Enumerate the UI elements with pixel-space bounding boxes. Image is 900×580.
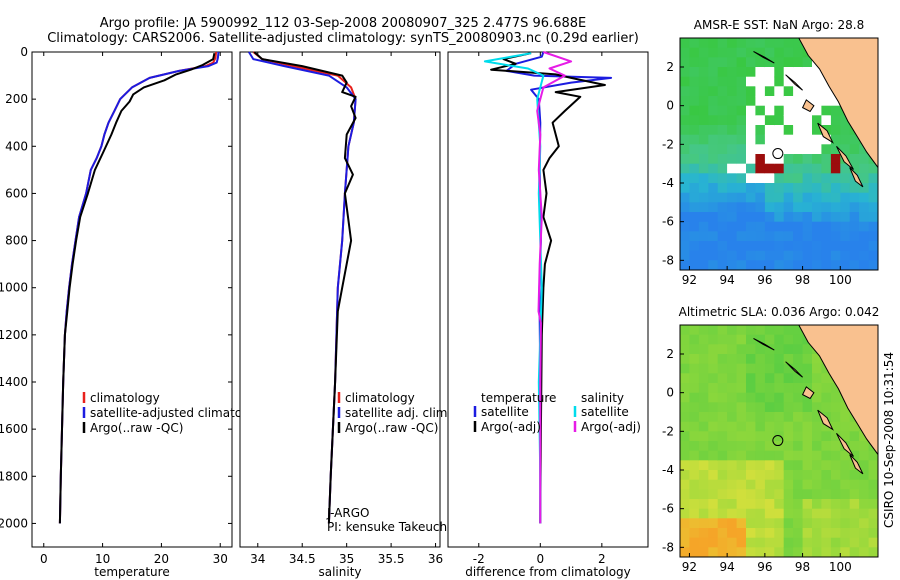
temp-xtick-label: 0 [40,552,48,566]
difference-legend-label: Argo(-adj) [481,420,541,434]
title-line-2: Climatology: CARS2006. Satellite-adjuste… [47,31,639,46]
temp-ytick-label: 2000 [0,516,28,530]
salinity-panel: 34 34.5 35 35.5 36 salinity climatologysatel… [239,51,451,579]
map2-ytick-label: 0 [666,386,674,400]
map1-island [836,145,854,170]
map1-island [817,122,834,144]
difference-legend-label: satellite [581,405,629,419]
map1-ytick-label: 2 [666,60,674,74]
sal-legend-label: Argo(..raw -QC) [345,421,438,435]
sla-map-title: Altimetric SLA: 0.036 Argo: 0.042 [679,305,880,319]
map2-ytick-label: 2 [666,347,674,361]
sal-series-argo-raw-qc- [253,51,357,524]
sal-xtick-label: 35 [339,552,354,566]
csiro-timestamp: CSIRO 10-Sep-2008 10:31:54 [882,352,896,528]
map2-island [836,432,854,457]
map1-ytick-label: -4 [662,176,674,190]
map2-island [817,409,834,431]
temp-legend-label: satellite-adjusted climatology [90,406,268,420]
map2-ytick-label: -6 [662,502,674,516]
temp-ytick-label: 800 [5,234,28,248]
temp-legend-label: Argo(..raw -QC) [90,421,183,435]
temp-xtick-label: 10 [95,552,110,566]
salinity-annotation-pi: PI: kensuke Takeuchi [327,520,450,534]
map2-xtick-label: 92 [682,560,697,574]
map1-land [798,38,878,169]
temp-series-argo-raw-qc- [58,53,216,524]
temp-ytick-label: 1800 [0,469,28,483]
temp-ytick-label: 1000 [0,281,28,295]
difference-panel: -2 0 2 difference from climatology tempera… [447,51,649,579]
difference-legend-label: Argo(-adj) [581,420,641,434]
temp-ytick-label: 200 [5,92,28,106]
map2-island [801,386,815,400]
map2-xtick-label: 94 [720,560,735,574]
map2-island [849,454,864,475]
sst-map-panel: AMSR-E SST: NaN Argo: 28.8 92 94 96 98 100 2 0… [662,18,879,287]
map2-xtick-label: 96 [757,560,772,574]
map1-xtick-label: 100 [829,273,852,287]
map1-ytick-label: 0 [666,99,674,113]
difference-xlabel: difference from climatology [465,565,631,579]
map2-xtick-label: 98 [795,560,810,574]
map1-ytick-label: -6 [662,215,674,229]
map2-island [785,361,803,378]
map2-island [753,338,775,351]
salinity-xlabel: salinity [318,565,361,579]
map1-argo-marker [772,148,784,160]
sst-map-frame [679,37,879,271]
sst-field [680,38,878,270]
map1-ytick-label: -2 [662,137,674,151]
map2-ytick-label: -4 [662,463,674,477]
diff-series-salinity-argo-adj- [536,51,573,524]
difference-legend-title-temperature: temperature [481,391,556,405]
temperature-plot-frame [31,51,233,548]
sal-legend-label: climatology [345,391,415,405]
difference-plot-frame [447,51,649,548]
diff-xtick-label: -2 [473,552,485,566]
temp-ytick-label: 600 [5,186,28,200]
title-line-1: Argo profile: JA 5900992_112 03-Sep-2008… [100,16,586,31]
map1-island [753,51,775,64]
sst-map-title: AMSR-E SST: NaN Argo: 28.8 [694,18,864,32]
diff-xtick-label: 0 [536,552,544,566]
sal-xtick-label: 36 [428,552,443,566]
map2-xtick-label: 100 [829,560,852,574]
map1-xtick-label: 94 [720,273,735,287]
sal-xtick-label: 34 [250,552,265,566]
temp-xtick-label: 20 [154,552,169,566]
temperature-xlabel: temperature [94,565,169,579]
temp-ytick-label: 1400 [0,375,28,389]
map1-xtick-label: 92 [682,273,697,287]
map1-island [785,74,803,91]
map1-island [801,99,815,113]
difference-legend-label: satellite [481,405,529,419]
map2-ytick-label: -2 [662,424,674,438]
map1-island [849,167,864,188]
sal-legend-label: satellite adj. clim. [345,406,451,420]
map1-xtick-label: 96 [757,273,772,287]
temp-ytick-label: 400 [5,139,28,153]
temp-ytick-label: 1200 [0,328,28,342]
temp-ytick-label: 1600 [0,422,28,436]
sal-xtick-label: 34.5 [289,552,316,566]
temp-ytick-label: 0 [20,45,28,59]
sla-map-frame [679,324,879,558]
diff-xtick-label: 2 [598,552,606,566]
salinity-annotation-program: J-ARGO [326,506,369,520]
diff-series-temperature-argo-adj- [490,52,606,524]
map2-land [798,325,878,456]
difference-legend-title-salinity: salinity [581,391,624,405]
sal-xtick-label: 35.5 [378,552,405,566]
temp-legend-label: climatology [90,391,160,405]
map1-ytick-label: -8 [662,253,674,267]
temperature-panel: 0 10 20 30 0 200 400 600 800 1000 1200 1400 1600 1800… [0,45,268,579]
sla-map-panel: Altimetric SLA: 0.036 Argo: 0.042 92 94 96… [662,305,879,574]
map1-xtick-label: 98 [795,273,810,287]
temp-xtick-label: 30 [213,552,228,566]
map2-argo-marker [772,435,784,447]
map2-ytick-label: -8 [662,540,674,554]
